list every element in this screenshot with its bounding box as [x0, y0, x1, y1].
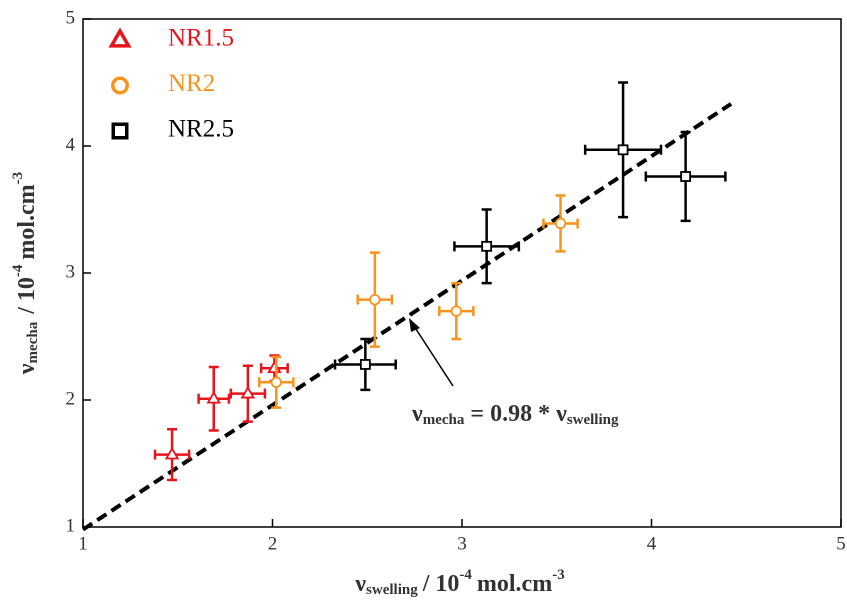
y-axis-label: νmecha / 10-4 mol.cm-3: [10, 172, 41, 375]
x-tick-label: 2: [268, 533, 278, 554]
y-tick-label: 5: [66, 7, 76, 28]
y-label-unit: / 10: [14, 277, 40, 315]
point: [680, 171, 692, 182]
x-tick-label: 1: [78, 533, 88, 554]
legend-label: NR1.5: [168, 25, 234, 52]
annotation-symbol: ν: [411, 401, 423, 427]
legend-marker: [108, 27, 132, 48]
point: [617, 144, 629, 156]
y-tick-label: 3: [66, 261, 76, 282]
legend-marker: [111, 122, 129, 140]
annotation-sub: swelling: [567, 412, 619, 428]
x-label-unit: / 10: [422, 571, 460, 597]
x-tick-label: 5: [836, 533, 846, 554]
annotation-slope: 0.98: [490, 401, 532, 427]
fit-annotation: νmecha = 0.98 * νswelling: [411, 401, 619, 429]
x-axis-label: νswelling/ 10-4 mol.cm-3: [354, 567, 564, 598]
annotation-eq: =: [470, 401, 484, 427]
point: [164, 446, 180, 460]
legend-label: NR2: [168, 70, 215, 97]
point: [240, 385, 256, 399]
y-tick-label: 2: [66, 388, 76, 409]
legend-marker: [111, 76, 129, 95]
x-label-symbol: ν: [354, 571, 366, 597]
x-tick-label: 3: [457, 533, 467, 554]
legend-label: NR2.5: [168, 116, 234, 143]
annotation-op: *: [538, 401, 550, 427]
annotation-arrowhead: [409, 318, 420, 332]
x-label-unit: mol.cm: [477, 571, 552, 597]
y-label-symbol: ν: [14, 363, 40, 375]
y-tick-label: 1: [66, 515, 76, 536]
point: [369, 293, 381, 306]
x-label-exp: -3: [552, 567, 565, 583]
x-label-sub: swelling: [366, 582, 418, 598]
y-label-exp: -4: [10, 264, 26, 277]
point: [359, 359, 371, 370]
point: [270, 376, 282, 388]
x-label-exp: -4: [459, 567, 472, 583]
y-tick-label: 4: [66, 134, 76, 155]
point: [481, 240, 493, 252]
annotation-sub: mecha: [423, 412, 465, 428]
point: [206, 390, 222, 404]
y-label-sub: mecha: [25, 321, 41, 363]
annotation-symbol: ν: [555, 401, 567, 427]
x-tick-label: 4: [647, 533, 657, 554]
point: [450, 305, 463, 317]
y-label-exp: -3: [10, 172, 26, 185]
point: [554, 217, 567, 230]
fit-line: [81, 102, 733, 532]
y-label-unit: mol.cm: [14, 184, 40, 259]
annotation-arrow: [413, 325, 454, 387]
